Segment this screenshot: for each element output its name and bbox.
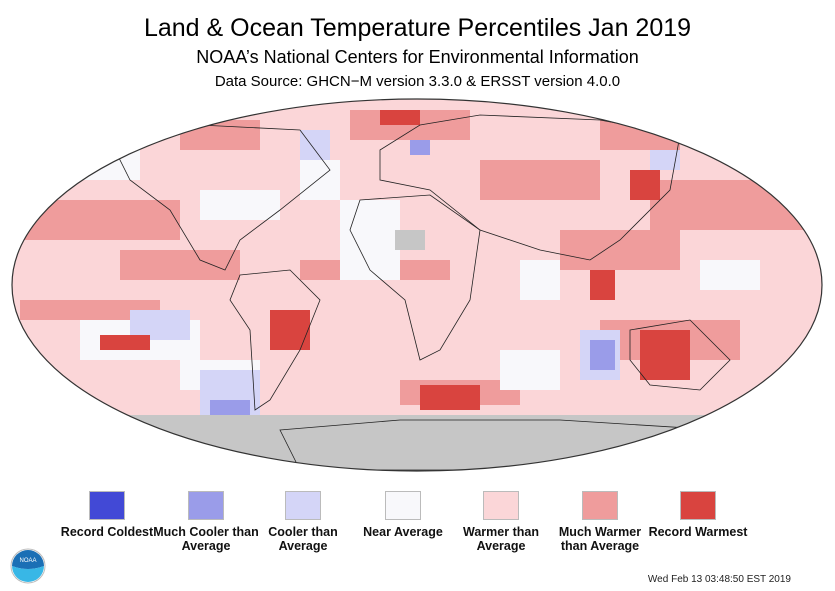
map-title: Land & Ocean Temperature Percentiles Jan…: [143, 14, 692, 42]
map-cell: [20, 300, 160, 320]
coastline: [109, 124, 331, 271]
legend-swatch: [285, 491, 321, 520]
data-source: Data Source: GHCN−M version 3.3.0 & ERSS…: [214, 73, 621, 90]
legend-item-much-warmer: Much Warmer than Average: [545, 491, 655, 553]
map-cell: [650, 180, 810, 230]
svg-text:NOAA: NOAA: [19, 558, 36, 564]
map-background: [12, 99, 822, 471]
map-cell: [700, 260, 760, 290]
map-cell: [500, 350, 560, 390]
legend-item-much-cooler: Much Cooler than Average: [151, 491, 261, 553]
timestamp: Wed Feb 13 03:48:50 EST 2019: [647, 574, 791, 585]
legend-swatch: [89, 491, 125, 520]
map-cell: [180, 120, 260, 150]
map-cell: [270, 310, 310, 350]
legend-item-cooler: Cooler than Average: [248, 491, 358, 553]
map-subtitle: NOAA’s National Centers for Environmenta…: [196, 47, 639, 67]
map-cell: [380, 110, 420, 125]
legend-item-warmer: Warmer than Average: [446, 491, 556, 553]
map-cell: [200, 190, 280, 220]
noaa-logo: NOAA: [10, 548, 46, 584]
map-cell: [560, 230, 680, 270]
map-cell: [650, 150, 680, 170]
map-cell: [410, 140, 430, 155]
map-missing-data: [395, 230, 425, 250]
legend-item-near-average: Near Average: [348, 491, 458, 539]
map-cell: [300, 160, 340, 200]
legend-swatch: [680, 491, 716, 520]
map-cell: [100, 335, 150, 350]
coastline: [629, 319, 731, 391]
map-cell: [340, 200, 400, 280]
map-cell: [120, 250, 240, 280]
legend-swatch: [188, 491, 224, 520]
legend-swatch: [385, 491, 421, 520]
map-outline: [11, 98, 823, 472]
coastline: [349, 194, 481, 361]
map-cell: [640, 330, 690, 380]
map-cell: [590, 340, 615, 370]
legend-swatch: [483, 491, 519, 520]
map-cell: [520, 260, 560, 300]
map-missing-data: [60, 100, 180, 135]
coastline: [379, 114, 681, 261]
map-missing-data: [12, 415, 822, 471]
legend-swatch: [582, 491, 618, 520]
map-cell: [480, 160, 600, 200]
map-cell: [590, 270, 615, 300]
map-cell: [20, 200, 180, 240]
legend-item-record-coldest: Record Coldest: [52, 491, 162, 539]
map-cell: [630, 170, 660, 200]
map-cell: [300, 130, 330, 160]
map-cell: [420, 385, 480, 410]
legend-item-record-warmest: Record Warmest: [643, 491, 753, 539]
coastline: [229, 269, 321, 411]
map-missing-data: [720, 110, 820, 140]
